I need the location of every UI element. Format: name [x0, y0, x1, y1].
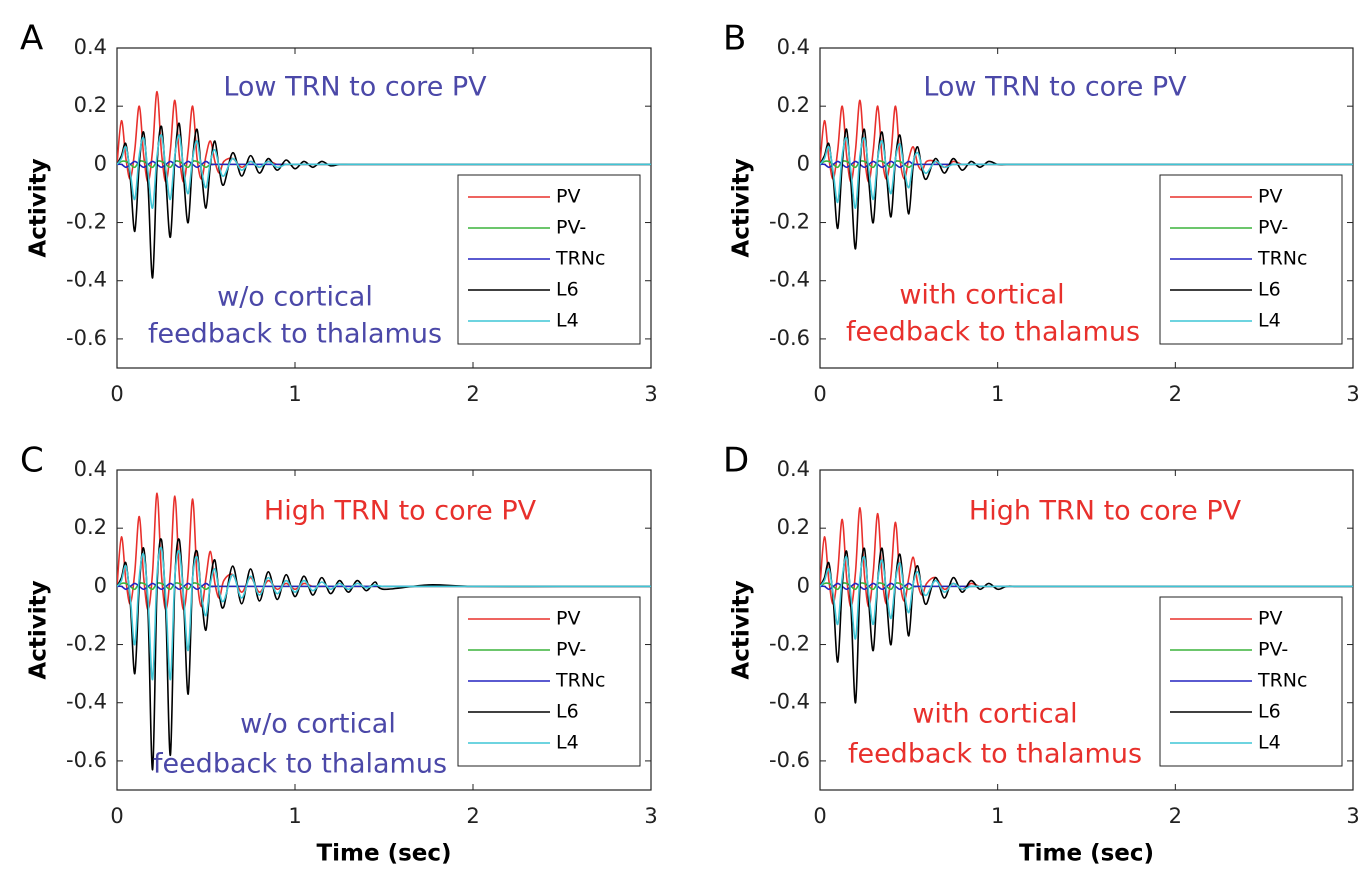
panel-label: A — [20, 19, 43, 59]
x-tick-label: 0 — [813, 382, 826, 406]
y-tick-label: -0.2 — [769, 210, 810, 234]
annotation: Low TRN to core PV — [223, 72, 487, 103]
annotation: feedback to thalamus — [846, 317, 1140, 348]
y-tick-label: -0.2 — [66, 632, 107, 656]
x-tick-label: 1 — [288, 804, 301, 828]
y-tick-label: -0.4 — [769, 690, 810, 714]
y-axis-label: Activity — [26, 580, 52, 679]
y-tick-label: 0.2 — [74, 515, 107, 539]
y-tick-label: 0.2 — [74, 93, 107, 117]
legend-label: PV — [1258, 186, 1282, 208]
x-tick-label: 1 — [288, 382, 301, 406]
y-tick-label: -0.6 — [769, 748, 810, 772]
series-line — [820, 136, 1353, 209]
annotation: feedback to thalamus — [848, 739, 1142, 770]
y-tick-label: 0.4 — [777, 35, 810, 59]
y-axis-label: Activity — [729, 158, 755, 257]
y-tick-label: -0.4 — [66, 690, 107, 714]
y-tick-label: -0.4 — [769, 268, 810, 292]
panel-label: B — [723, 19, 746, 59]
plot-area — [820, 507, 1353, 704]
y-axis-label: Activity — [26, 158, 52, 257]
legend-label: PV- — [556, 639, 586, 661]
y-tick-label: -0.4 — [66, 268, 107, 292]
plot-area — [117, 492, 651, 771]
x-axis-label: Time (sec) — [316, 841, 451, 867]
x-tick-label: 1 — [991, 382, 1004, 406]
legend-label: PV- — [1258, 639, 1288, 661]
x-tick-label: 3 — [644, 382, 657, 406]
x-tick-label: 2 — [1169, 382, 1182, 406]
x-tick-label: 2 — [466, 382, 479, 406]
y-tick-label: -0.6 — [769, 326, 810, 350]
legend-label: TRNc — [555, 670, 605, 692]
plot-area — [820, 99, 1353, 250]
y-tick-label: 0 — [797, 151, 810, 175]
annotation: w/o cortical — [240, 709, 396, 740]
y-tick-label: -0.6 — [66, 748, 107, 772]
y-tick-label: -0.2 — [769, 632, 810, 656]
x-tick-label: 0 — [813, 804, 826, 828]
legend-label: L6 — [556, 701, 579, 723]
y-tick-label: 0.4 — [74, 457, 107, 481]
legend-label: PV- — [1258, 217, 1288, 239]
legend-label: TRNc — [1257, 248, 1307, 270]
y-axis-label: Activity — [729, 580, 755, 679]
x-tick-label: 3 — [644, 804, 657, 828]
series-line — [117, 134, 651, 209]
legend-label: L4 — [1258, 310, 1281, 332]
legend-label: PV- — [556, 217, 586, 239]
annotation: Low TRN to core PV — [923, 72, 1187, 103]
legend-label: L6 — [1258, 279, 1281, 301]
x-tick-label: 0 — [110, 382, 123, 406]
legend-label: L6 — [1258, 701, 1281, 723]
series-line — [117, 546, 651, 681]
panel-label: C — [20, 441, 44, 481]
series-line — [820, 555, 1353, 640]
legend-label: TRNc — [1257, 670, 1307, 692]
series-line — [117, 538, 651, 771]
legend-label: PV — [556, 608, 580, 630]
annotation: feedback to thalamus — [153, 749, 447, 780]
annotation: High TRN to core PV — [264, 496, 537, 527]
annotation: with cortical — [899, 280, 1064, 311]
y-tick-label: 0.2 — [777, 93, 810, 117]
y-tick-label: 0 — [94, 151, 107, 175]
x-tick-label: 3 — [1346, 804, 1359, 828]
plot-area — [117, 90, 651, 279]
x-tick-label: 0 — [110, 804, 123, 828]
legend-label: L4 — [556, 732, 579, 754]
legend-label: L4 — [556, 310, 579, 332]
panel-label: D — [723, 441, 749, 481]
x-axis-label: Time (sec) — [1019, 841, 1154, 867]
legend-label: L6 — [556, 279, 579, 301]
legend-label: TRNc — [555, 248, 605, 270]
y-tick-label: 0 — [797, 573, 810, 597]
legend-label: PV — [556, 186, 580, 208]
y-tick-label: 0.2 — [777, 515, 810, 539]
y-tick-label: 0.4 — [74, 35, 107, 59]
x-tick-label: 2 — [1169, 804, 1182, 828]
series-line — [117, 582, 651, 591]
annotation: with cortical — [912, 699, 1077, 730]
annotation: w/o cortical — [217, 282, 373, 313]
annotation: High TRN to core PV — [969, 496, 1242, 527]
y-tick-label: 0.4 — [777, 457, 810, 481]
legend-label: PV — [1258, 608, 1282, 630]
legend-label: L4 — [1258, 732, 1281, 754]
y-tick-label: -0.6 — [66, 326, 107, 350]
x-tick-label: 2 — [466, 804, 479, 828]
x-tick-label: 1 — [991, 804, 1004, 828]
y-tick-label: 0 — [94, 573, 107, 597]
annotation: feedback to thalamus — [148, 319, 442, 350]
y-tick-label: -0.2 — [66, 210, 107, 234]
x-tick-label: 3 — [1346, 382, 1359, 406]
